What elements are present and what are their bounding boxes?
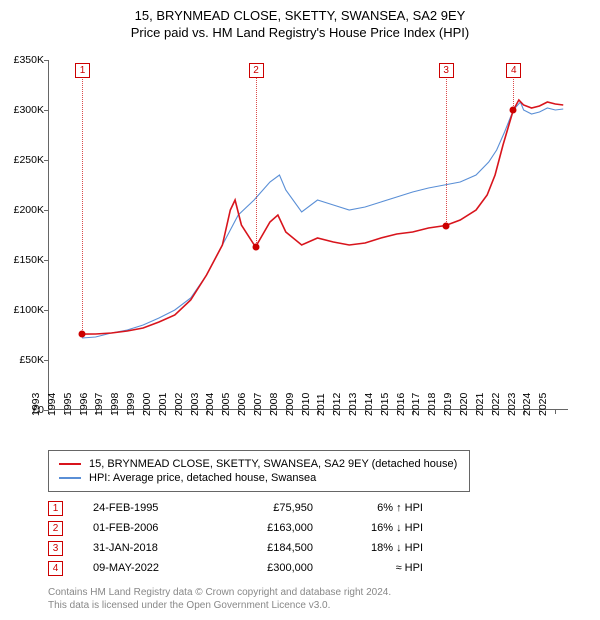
x-axis-label: 2021 <box>474 393 486 416</box>
sale-marker-line <box>513 77 514 110</box>
x-axis-label: 2008 <box>268 393 280 416</box>
chart-area: £0£50K£100K£150K£200K£250K£300K£350K1993… <box>48 60 568 410</box>
footer-line: Contains HM Land Registry data © Crown c… <box>48 586 391 599</box>
sale-hpi-diff: 16% ↓ HPI <box>313 522 423 534</box>
x-axis-label: 1995 <box>62 393 74 416</box>
property-price-line <box>82 100 563 334</box>
legend-item: 15, BRYNMEAD CLOSE, SKETTY, SWANSEA, SA2… <box>59 457 459 471</box>
x-axis-label: 2006 <box>236 393 248 416</box>
x-axis-label: 1998 <box>109 393 121 416</box>
sale-hpi-diff: 6% ↑ HPI <box>313 502 423 514</box>
x-axis-label: 2012 <box>331 393 343 416</box>
sale-date: 24-FEB-1995 <box>63 502 213 514</box>
sale-marker-line <box>256 77 257 247</box>
sale-date: 01-FEB-2006 <box>63 522 213 534</box>
line-chart-svg <box>48 60 568 410</box>
x-axis-label: 1993 <box>30 393 42 416</box>
x-axis-label: 2016 <box>395 393 407 416</box>
y-axis-label: £150K <box>0 254 44 266</box>
sale-hpi-diff: 18% ↓ HPI <box>313 542 423 554</box>
x-axis-label: 2011 <box>315 393 327 416</box>
sale-marker-box: 2 <box>48 521 63 536</box>
sale-marker-box: 1 <box>48 501 63 516</box>
y-axis-label: £50K <box>0 354 44 366</box>
x-axis-label: 2004 <box>204 393 216 416</box>
x-axis-label: 2013 <box>347 393 359 416</box>
y-tick-mark <box>44 260 48 261</box>
x-axis-label: 2003 <box>189 393 201 416</box>
x-axis-label: 2001 <box>157 393 169 416</box>
sales-table-row: 331-JAN-2018£184,50018% ↓ HPI <box>48 538 423 558</box>
sale-marker-box: 4 <box>48 561 63 576</box>
sale-price: £163,000 <box>213 522 313 534</box>
y-tick-mark <box>44 110 48 111</box>
x-axis-label: 2020 <box>458 393 470 416</box>
x-axis-label: 2023 <box>506 393 518 416</box>
sale-price: £75,950 <box>213 502 313 514</box>
sale-price: £184,500 <box>213 542 313 554</box>
y-tick-mark <box>44 160 48 161</box>
legend-swatch <box>59 477 81 479</box>
x-axis-label: 2005 <box>220 393 232 416</box>
x-tick-mark <box>555 410 556 414</box>
x-axis-label: 2007 <box>252 393 264 416</box>
y-axis-label: £300K <box>0 104 44 116</box>
attribution-footer: Contains HM Land Registry data © Crown c… <box>48 586 391 612</box>
x-axis-label: 2014 <box>363 393 375 416</box>
legend-label: HPI: Average price, detached house, Swan… <box>89 472 316 484</box>
chart-title-block: 15, BRYNMEAD CLOSE, SKETTY, SWANSEA, SA2… <box>0 0 600 40</box>
x-axis-label: 2010 <box>300 393 312 416</box>
y-axis-label: £350K <box>0 54 44 66</box>
sale-price: £300,000 <box>213 562 313 574</box>
x-axis-label: 2022 <box>490 393 502 416</box>
x-axis-label: 2024 <box>521 393 533 416</box>
legend-swatch <box>59 463 81 465</box>
sale-point-dot <box>79 331 86 338</box>
sale-date: 09-MAY-2022 <box>63 562 213 574</box>
x-axis-label: 2009 <box>284 393 296 416</box>
y-tick-mark <box>44 60 48 61</box>
sale-marker-line <box>446 77 447 226</box>
x-axis-label: 2017 <box>410 393 422 416</box>
title-line-1: 15, BRYNMEAD CLOSE, SKETTY, SWANSEA, SA2… <box>0 8 600 23</box>
sale-marker-box: 2 <box>249 63 264 78</box>
title-line-2: Price paid vs. HM Land Registry's House … <box>0 25 600 40</box>
x-axis-label: 2000 <box>141 393 153 416</box>
y-axis-label: £250K <box>0 154 44 166</box>
hpi-line <box>82 102 563 338</box>
sale-marker-box: 1 <box>75 63 90 78</box>
x-axis-label: 2002 <box>173 393 185 416</box>
sale-point-dot <box>510 107 517 114</box>
sale-marker-box: 3 <box>439 63 454 78</box>
legend-label: 15, BRYNMEAD CLOSE, SKETTY, SWANSEA, SA2… <box>89 458 457 470</box>
x-axis-label: 1994 <box>46 393 58 416</box>
sales-table-row: 409-MAY-2022£300,000≈ HPI <box>48 558 423 578</box>
x-axis-label: 2015 <box>379 393 391 416</box>
sale-marker-box: 4 <box>506 63 521 78</box>
sales-table: 124-FEB-1995£75,9506% ↑ HPI201-FEB-2006£… <box>48 498 423 578</box>
x-axis-label: 1996 <box>78 393 90 416</box>
sale-point-dot <box>442 222 449 229</box>
x-axis-label: 1999 <box>125 393 137 416</box>
sale-point-dot <box>252 244 259 251</box>
sale-marker-box: 3 <box>48 541 63 556</box>
sale-date: 31-JAN-2018 <box>63 542 213 554</box>
y-axis-label: £100K <box>0 304 44 316</box>
sales-table-row: 201-FEB-2006£163,00016% ↓ HPI <box>48 518 423 538</box>
sale-marker-line <box>82 77 83 334</box>
x-axis-label: 2025 <box>537 393 549 416</box>
footer-line: This data is licensed under the Open Gov… <box>48 599 391 612</box>
x-axis-label: 2019 <box>442 393 454 416</box>
x-axis-label: 1997 <box>93 393 105 416</box>
legend-box: 15, BRYNMEAD CLOSE, SKETTY, SWANSEA, SA2… <box>48 450 470 492</box>
y-tick-mark <box>44 210 48 211</box>
x-axis-label: 2018 <box>426 393 438 416</box>
legend-item: HPI: Average price, detached house, Swan… <box>59 471 459 485</box>
y-tick-mark <box>44 310 48 311</box>
sale-hpi-diff: ≈ HPI <box>313 562 423 574</box>
sales-table-row: 124-FEB-1995£75,9506% ↑ HPI <box>48 498 423 518</box>
y-tick-mark <box>44 360 48 361</box>
y-axis-label: £200K <box>0 204 44 216</box>
